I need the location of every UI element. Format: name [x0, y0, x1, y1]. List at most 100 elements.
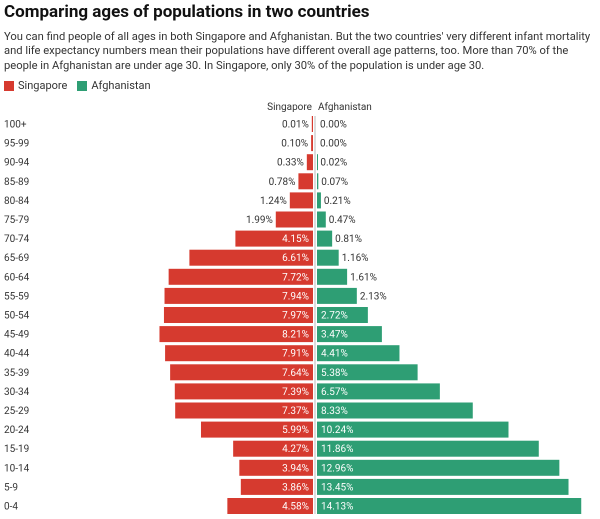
chart-subtitle: You can find people of all ages in both … — [4, 30, 591, 72]
bar-singapore — [289, 192, 313, 209]
age-group-label: 45-49 — [4, 330, 29, 341]
age-group-label: 10-14 — [4, 463, 30, 474]
bar-afghanistan — [317, 192, 321, 209]
value-label-afghanistan: 1.16% — [342, 253, 369, 264]
value-label-afghanistan: 12.96% — [321, 463, 353, 474]
value-label-singapore: 1.99% — [246, 215, 273, 226]
bar-singapore — [233, 440, 313, 457]
value-label-afghanistan: 5.38% — [321, 368, 348, 379]
bar-singapore — [200, 421, 313, 438]
age-group-label: 100+ — [4, 120, 27, 131]
value-label-afghanistan: 2.13% — [360, 291, 387, 302]
bar-singapore — [311, 135, 313, 152]
value-label-singapore: 5.99% — [282, 425, 309, 436]
bar-afghanistan — [317, 498, 582, 514]
bar-singapore — [298, 173, 313, 190]
value-label-singapore: 0.01% — [282, 120, 309, 131]
value-label-afghanistan: 0.02% — [320, 158, 347, 169]
bar-singapore — [165, 345, 313, 362]
bar-singapore — [306, 154, 313, 171]
value-label-singapore: 3.94% — [282, 463, 309, 474]
value-label-singapore: 3.86% — [282, 482, 309, 493]
value-label-afghanistan: 6.57% — [321, 387, 348, 398]
value-label-singapore: 8.21% — [282, 330, 309, 341]
value-label-singapore: 0.33% — [277, 158, 304, 169]
bar-afghanistan — [317, 154, 318, 171]
legend-swatch-singapore — [4, 80, 14, 91]
bar-singapore — [227, 498, 313, 514]
age-group-label: 25-29 — [4, 406, 29, 417]
value-label-singapore: 7.97% — [282, 311, 309, 322]
bar-afghanistan — [317, 249, 339, 266]
value-label-afghanistan: 0.00% — [320, 139, 347, 150]
age-group-label: 70-74 — [4, 234, 30, 245]
age-group-label: 20-24 — [4, 425, 30, 436]
value-label-afghanistan: 2.72% — [321, 311, 348, 322]
age-group-label: 55-59 — [4, 291, 29, 302]
bar-afghanistan — [317, 345, 400, 362]
value-label-afghanistan: 10.24% — [321, 425, 353, 436]
value-label-afghanistan: 8.33% — [321, 406, 348, 417]
age-group-label: 95-99 — [4, 139, 29, 150]
value-label-singapore: 0.10% — [281, 139, 308, 150]
bar-afghanistan — [317, 383, 440, 400]
bar-afghanistan — [317, 421, 509, 438]
value-label-singapore: 4.58% — [282, 502, 309, 513]
value-label-afghanistan: 0.81% — [335, 234, 362, 245]
value-label-singapore: 4.15% — [282, 234, 309, 245]
value-label-afghanistan: 13.45% — [321, 482, 353, 493]
column-header-afghanistan: Afghanistan — [318, 101, 372, 113]
value-label-afghanistan: 3.47% — [321, 330, 348, 341]
value-label-singapore: 1.24% — [260, 196, 287, 207]
value-label-afghanistan: 0.07% — [321, 177, 348, 188]
value-label-afghanistan: 0.00% — [320, 120, 347, 131]
bar-afghanistan — [317, 287, 357, 304]
value-label-afghanistan: 0.21% — [324, 196, 351, 207]
bar-afghanistan — [317, 364, 418, 381]
age-group-label: 90-94 — [4, 158, 30, 169]
bar-afghanistan — [317, 173, 319, 190]
bar-singapore — [235, 230, 313, 247]
legend-swatch-afghanistan — [77, 80, 88, 91]
value-label-afghanistan: 14.13% — [321, 502, 353, 513]
value-label-afghanistan: 1.61% — [350, 272, 377, 283]
value-label-singapore: 7.91% — [282, 349, 309, 360]
legend-item-afghanistan: Afghanistan — [77, 79, 151, 92]
value-label-singapore: 7.64% — [282, 368, 309, 379]
age-group-label: 5-9 — [4, 482, 18, 493]
bar-singapore — [163, 307, 313, 323]
bar-singapore — [311, 116, 313, 132]
legend-label-singapore: Singapore — [18, 79, 68, 92]
legend-label-afghanistan: Afghanistan — [91, 79, 151, 92]
bar-afghanistan — [317, 230, 333, 247]
age-group-label: 40-44 — [4, 349, 30, 360]
value-label-afghanistan: 4.41% — [321, 349, 348, 360]
age-group-label: 65-69 — [4, 253, 29, 264]
bar-singapore — [189, 249, 313, 266]
value-label-singapore: 7.94% — [282, 291, 309, 302]
legend-item-singapore: Singapore — [4, 79, 67, 92]
value-label-singapore: 7.72% — [282, 272, 309, 283]
bar-afghanistan — [317, 307, 368, 323]
bar-singapore — [170, 364, 313, 381]
bar-afghanistan — [317, 268, 348, 285]
chart-title: Comparing ages of populations in two cou… — [4, 2, 370, 22]
bar-singapore — [174, 383, 313, 400]
bar-afghanistan — [317, 402, 473, 419]
bar-singapore — [240, 478, 313, 495]
bar-singapore — [175, 402, 313, 419]
age-group-label: 15-19 — [4, 444, 29, 455]
bar-singapore — [275, 211, 313, 228]
value-label-singapore: 4.27% — [282, 444, 309, 455]
column-header-singapore: Singapore — [267, 102, 312, 113]
bar-afghanistan — [317, 440, 539, 457]
value-label-singapore: 0.78% — [269, 177, 296, 188]
value-label-afghanistan: 11.86% — [321, 444, 353, 455]
value-label-singapore: 7.39% — [282, 387, 309, 398]
age-group-label: 85-89 — [4, 177, 29, 188]
age-group-label: 35-39 — [4, 368, 29, 379]
value-label-singapore: 7.37% — [282, 406, 309, 417]
value-label-singapore: 6.61% — [282, 253, 309, 264]
age-group-label: 30-34 — [4, 387, 30, 398]
